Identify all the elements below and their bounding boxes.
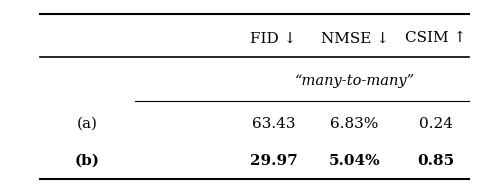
- Text: NMSE ↓: NMSE ↓: [321, 31, 388, 45]
- Text: 63.43: 63.43: [252, 117, 295, 131]
- Text: 0.85: 0.85: [417, 154, 454, 168]
- Text: 0.24: 0.24: [419, 117, 453, 131]
- Text: (b): (b): [75, 154, 100, 168]
- Text: “many-to-many”: “many-to-many”: [294, 74, 415, 88]
- Text: 6.83%: 6.83%: [330, 117, 379, 131]
- Text: (a): (a): [77, 117, 98, 131]
- Text: FID ↓: FID ↓: [250, 31, 297, 45]
- Text: 29.97: 29.97: [250, 154, 297, 168]
- Text: 5.04%: 5.04%: [329, 154, 380, 168]
- Text: CSIM ↑: CSIM ↑: [405, 31, 466, 45]
